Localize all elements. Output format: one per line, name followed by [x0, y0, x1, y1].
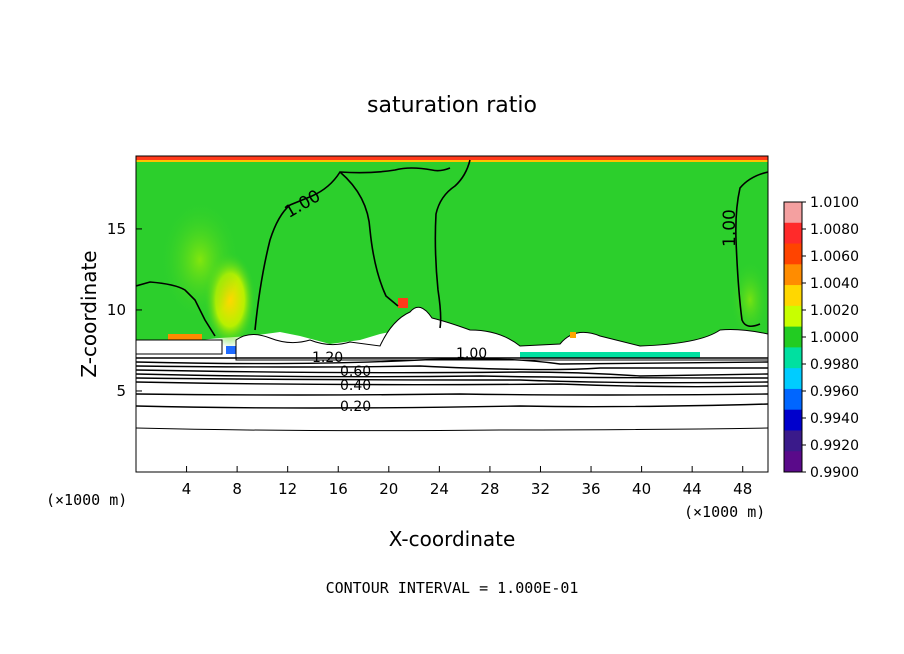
colorbar-swatch	[784, 243, 802, 265]
colorbar-label: 1.0060	[810, 249, 859, 265]
cloud-layer-top-left	[168, 334, 202, 340]
x-axis: 4 8 12 16 20 24 28 32 36 40 44 48	[182, 466, 752, 498]
colorbar-label: 0.9960	[810, 384, 859, 400]
cold-patch-8km	[226, 346, 240, 354]
x-unit-right: (×1000 m)	[684, 503, 765, 521]
colorbar: 1.0100 1.0080 1.0060 1.0040 1.0020 1.0000 0.99…	[783, 195, 859, 481]
cloud-left-block	[136, 339, 223, 355]
footer-contour-interval: CONTOUR INTERVAL = 1.000E-01	[326, 579, 579, 597]
colorbar-swatch	[784, 451, 802, 473]
colorbar-swatch	[784, 305, 802, 328]
warm-patch-20km	[398, 298, 408, 308]
soft-anomaly-48km	[730, 260, 768, 340]
chart-title: saturation ratio	[367, 93, 537, 118]
x-tick-label: 8	[232, 480, 242, 498]
colorbar-swatch	[784, 388, 802, 411]
x-tick-label: 4	[182, 480, 192, 498]
contour-label: 1.00	[720, 209, 740, 247]
colorbar-swatch	[784, 264, 802, 286]
contour-1-00-right	[735, 171, 768, 328]
colorbar-swatch	[784, 222, 802, 245]
contour-label: 0.60	[340, 364, 371, 380]
top-boundary-highlight	[136, 160, 768, 162]
colorbar-label: 1.0080	[810, 222, 859, 238]
colorbar-label: 0.9980	[810, 357, 859, 373]
plot-frame	[135, 155, 769, 473]
y-tick-label: 15	[107, 220, 126, 238]
y-axis: 5 10 15	[107, 220, 142, 400]
colorbar-swatch	[784, 326, 802, 348]
colorbar-swatch	[784, 347, 802, 369]
contour-label: 1.20	[312, 350, 343, 366]
colorbar-swatch	[784, 202, 802, 224]
y-tick-label: 10	[107, 301, 126, 319]
x-axis-label: X-coordinate	[389, 527, 516, 551]
colorbar-label: 1.0100	[810, 195, 859, 211]
stable-layer-contours	[136, 357, 768, 432]
top-boundary-band	[136, 156, 768, 162]
contour-label: 0.20	[340, 399, 371, 415]
soft-anomaly-6km	[160, 200, 240, 320]
colorbar-label: 0.9940	[810, 411, 859, 427]
contour-label: 0.40	[340, 378, 371, 394]
colorbar-swatch	[784, 409, 802, 431]
colorbar-label: 1.0020	[810, 303, 859, 319]
x-tick-label: 44	[683, 480, 702, 498]
colorbar-label: 1.0000	[810, 330, 859, 346]
x-tick-label: 16	[329, 480, 348, 498]
x-unit-left: (×1000 m)	[46, 491, 127, 509]
contour-1-00-left	[136, 167, 451, 337]
x-tick-label: 24	[430, 480, 449, 498]
colorbar-swatch	[784, 430, 802, 452]
plot-area	[136, 156, 768, 472]
colorbar-label: 0.9900	[810, 465, 859, 481]
colorbar-swatch	[784, 368, 802, 390]
x-tick-label: 28	[480, 480, 499, 498]
contour-label: 1.00	[456, 346, 487, 362]
x-tick-label: 36	[581, 480, 600, 498]
cyan-cloud-edge	[520, 352, 700, 358]
warm-patch-35km	[570, 332, 576, 338]
y-tick-label: 5	[116, 382, 126, 400]
x-tick-label: 12	[278, 480, 297, 498]
x-tick-label: 48	[733, 480, 752, 498]
colorbar-label: 1.0040	[810, 276, 859, 292]
contour-1-00-mid	[434, 159, 471, 329]
x-tick-label: 20	[379, 480, 398, 498]
colorbar-label: 0.9920	[810, 438, 859, 454]
x-tick-label: 40	[632, 480, 651, 498]
colorbar-swatch	[784, 285, 802, 307]
saturated-region	[136, 160, 768, 356]
y-axis-label: Z-coordinate	[77, 250, 101, 377]
x-tick-label: 32	[531, 480, 550, 498]
